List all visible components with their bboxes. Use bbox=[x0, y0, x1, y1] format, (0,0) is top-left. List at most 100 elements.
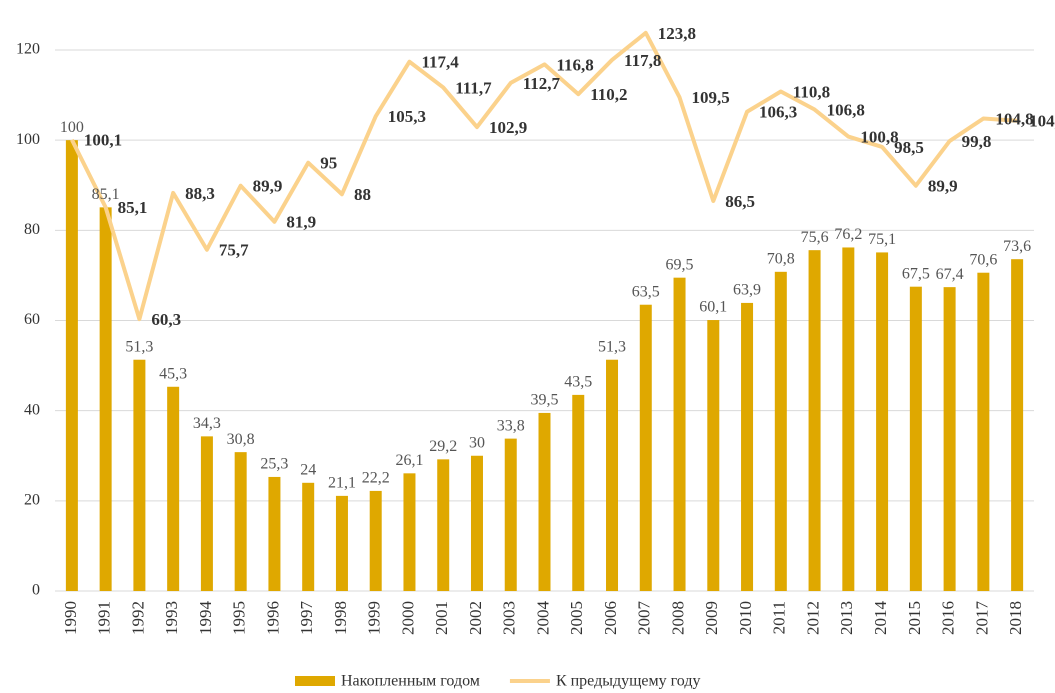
line-label: 85,1 bbox=[118, 198, 148, 217]
x-tick-label: 1993 bbox=[162, 601, 181, 635]
bar-label: 30 bbox=[469, 434, 485, 451]
x-tick-label: 2017 bbox=[972, 601, 991, 636]
x-tick-label: 2005 bbox=[567, 601, 586, 635]
line-label: 116,8 bbox=[557, 55, 594, 74]
bar-label: 63,9 bbox=[733, 282, 761, 299]
bar bbox=[268, 476, 281, 591]
bar bbox=[606, 359, 619, 591]
line-label: 104,8 bbox=[995, 109, 1033, 128]
bar-label: 43,5 bbox=[564, 374, 592, 391]
line bbox=[70, 30, 1018, 322]
x-tick-label: 2003 bbox=[500, 601, 519, 635]
bar bbox=[504, 438, 517, 591]
bar bbox=[470, 455, 483, 591]
bar-label: 26,1 bbox=[395, 452, 423, 469]
x-tick-label: 2007 bbox=[635, 601, 654, 636]
x-tick-label: 1998 bbox=[331, 601, 350, 635]
bar bbox=[538, 412, 551, 591]
y-tick-label: 0 bbox=[32, 582, 40, 599]
x-tick-label: 1997 bbox=[297, 601, 316, 636]
y-tick-label: 100 bbox=[16, 131, 40, 148]
bar-label: 69,5 bbox=[666, 256, 694, 273]
bar bbox=[65, 140, 78, 591]
line-label: 86,5 bbox=[725, 192, 755, 211]
bar bbox=[774, 271, 787, 591]
x-tick-label: 2001 bbox=[432, 601, 451, 635]
x-tick-label: 2018 bbox=[1006, 601, 1025, 635]
bar-label: 73,6 bbox=[1003, 238, 1031, 255]
y-tick-label: 60 bbox=[24, 311, 40, 328]
bar bbox=[876, 252, 889, 591]
y-tick-label: 40 bbox=[24, 401, 40, 418]
line-label: 106,3 bbox=[759, 103, 797, 122]
line-label: 110,2 bbox=[590, 85, 627, 104]
bar bbox=[200, 436, 213, 591]
x-tick-label: 2014 bbox=[871, 601, 890, 636]
bar-label: 34,3 bbox=[193, 415, 221, 432]
bar bbox=[943, 287, 956, 591]
bar-label: 21,1 bbox=[328, 475, 356, 492]
bar-label: 67,5 bbox=[902, 265, 930, 282]
x-tick-label: 2016 bbox=[939, 601, 958, 635]
x-tick-label: 2012 bbox=[803, 601, 822, 635]
line-label: 88,3 bbox=[185, 184, 215, 203]
bar bbox=[234, 452, 247, 591]
line-label: 104,3 bbox=[1029, 112, 1055, 131]
line-label: 106,8 bbox=[827, 100, 865, 119]
bar-label: 67,4 bbox=[936, 266, 964, 283]
line-label: 98,5 bbox=[894, 138, 924, 157]
bar-label: 29,2 bbox=[429, 438, 457, 455]
line-label: 95 bbox=[320, 154, 337, 173]
x-tick-label: 2009 bbox=[702, 601, 721, 635]
line-label: 123,8 bbox=[658, 24, 696, 43]
legend-label: К предыдущему году bbox=[556, 673, 701, 690]
legend-swatch bbox=[295, 676, 335, 686]
bar bbox=[673, 277, 686, 591]
bar bbox=[133, 359, 146, 591]
y-tick-label: 80 bbox=[24, 221, 40, 238]
line-label: 89,9 bbox=[253, 177, 283, 196]
line-label: 105,3 bbox=[388, 107, 426, 126]
bar bbox=[639, 304, 652, 591]
line-label: 117,8 bbox=[624, 51, 661, 70]
bar-label: 39,5 bbox=[531, 392, 559, 409]
bar-label: 76,2 bbox=[834, 226, 862, 243]
line-label: 111,7 bbox=[455, 78, 492, 97]
bar-label: 85,1 bbox=[92, 186, 120, 203]
bar bbox=[335, 495, 348, 591]
bar bbox=[437, 459, 450, 591]
bar bbox=[99, 207, 112, 592]
bar-label: 70,6 bbox=[969, 251, 997, 268]
x-tick-label: 2015 bbox=[905, 601, 924, 635]
bar-label: 24 bbox=[300, 461, 316, 478]
line-label: 99,8 bbox=[962, 132, 992, 151]
bar-label: 60,1 bbox=[699, 299, 727, 316]
bar-label: 22,2 bbox=[362, 470, 390, 487]
x-tick-label: 2013 bbox=[837, 601, 856, 635]
bar bbox=[1011, 259, 1024, 591]
line-label: 75,7 bbox=[219, 241, 249, 260]
bar-label: 51,3 bbox=[598, 338, 626, 355]
line-label: 88 bbox=[354, 185, 371, 204]
bar-label: 75,6 bbox=[801, 229, 829, 246]
x-tick-label: 1996 bbox=[263, 601, 282, 635]
bar-label: 70,8 bbox=[767, 250, 795, 267]
line-label: 117,4 bbox=[421, 53, 459, 72]
bar-label: 51,3 bbox=[125, 338, 153, 355]
x-tick-label: 2008 bbox=[668, 601, 687, 635]
bar bbox=[977, 272, 990, 591]
bar bbox=[909, 286, 922, 591]
line-label: 102,9 bbox=[489, 118, 527, 137]
bar bbox=[842, 247, 855, 591]
line-label: 60,3 bbox=[151, 310, 181, 329]
bar-label: 33,8 bbox=[497, 417, 525, 434]
bar-label: 75,1 bbox=[868, 231, 896, 248]
line-label: 110,8 bbox=[793, 82, 830, 101]
line-label: 112,7 bbox=[523, 74, 561, 93]
x-tick-label: 1994 bbox=[196, 601, 215, 636]
x-tick-label: 1999 bbox=[365, 601, 384, 635]
line-label: 89,9 bbox=[928, 177, 958, 196]
bar-label: 30,8 bbox=[227, 431, 255, 448]
